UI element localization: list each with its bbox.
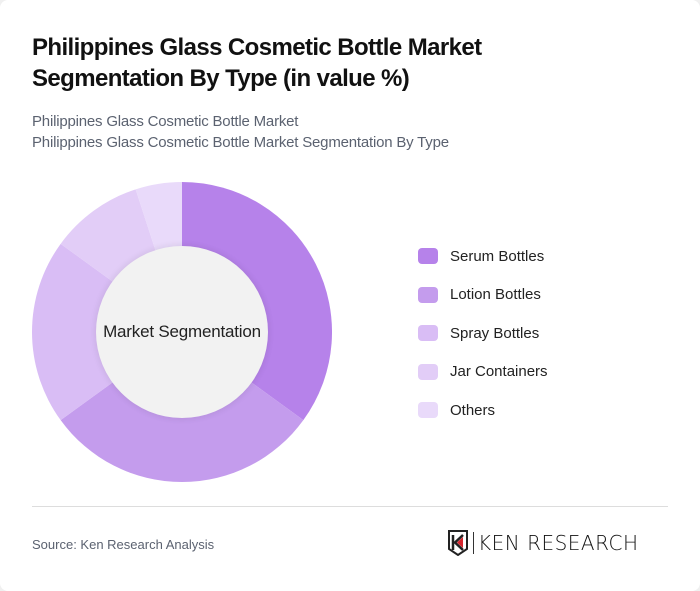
chart-legend: Serum Bottles Lotion Bottles Spray Bottl… bbox=[418, 246, 548, 439]
legend-label: Lotion Bottles bbox=[450, 286, 541, 304]
legend-item-jar-containers[interactable]: Jar Containers bbox=[418, 362, 548, 382]
legend-swatch bbox=[418, 286, 438, 303]
chart-subtitle-segmentation: Philippines Glass Cosmetic Bottle Market… bbox=[32, 134, 449, 151]
logo-wordmark: KEN RESEARCH bbox=[478, 531, 639, 555]
donut-chart bbox=[32, 182, 332, 482]
ken-research-logo: KEN RESEARCH bbox=[447, 530, 639, 556]
source-note: Source: Ken Research Analysis bbox=[32, 537, 215, 552]
legend-label: Others bbox=[450, 401, 496, 419]
donut-center-label: Market Segmentation bbox=[103, 322, 261, 341]
chart-subtitle-market: Philippines Glass Cosmetic Bottle Market bbox=[32, 113, 299, 130]
donut-center bbox=[96, 246, 268, 418]
ken-research-shield-icon bbox=[448, 530, 468, 556]
legend-swatch bbox=[418, 325, 438, 342]
legend-label: Spray Bottles bbox=[450, 324, 540, 342]
legend-item-lotion-bottles[interactable]: Lotion Bottles bbox=[418, 285, 548, 305]
footer-divider bbox=[32, 506, 668, 507]
legend-item-others[interactable]: Others bbox=[418, 400, 548, 420]
legend-label: Serum Bottles bbox=[450, 247, 545, 265]
legend-item-spray-bottles[interactable]: Spray Bottles bbox=[418, 323, 548, 343]
logo-separator bbox=[473, 532, 474, 554]
legend-swatch bbox=[418, 402, 438, 419]
legend-item-serum-bottles[interactable]: Serum Bottles bbox=[418, 246, 548, 266]
legend-label: Jar Containers bbox=[450, 363, 548, 381]
legend-swatch bbox=[418, 363, 438, 380]
chart-title: Philippines Glass Cosmetic Bottle Market… bbox=[32, 34, 482, 92]
legend-swatch bbox=[418, 248, 438, 264]
